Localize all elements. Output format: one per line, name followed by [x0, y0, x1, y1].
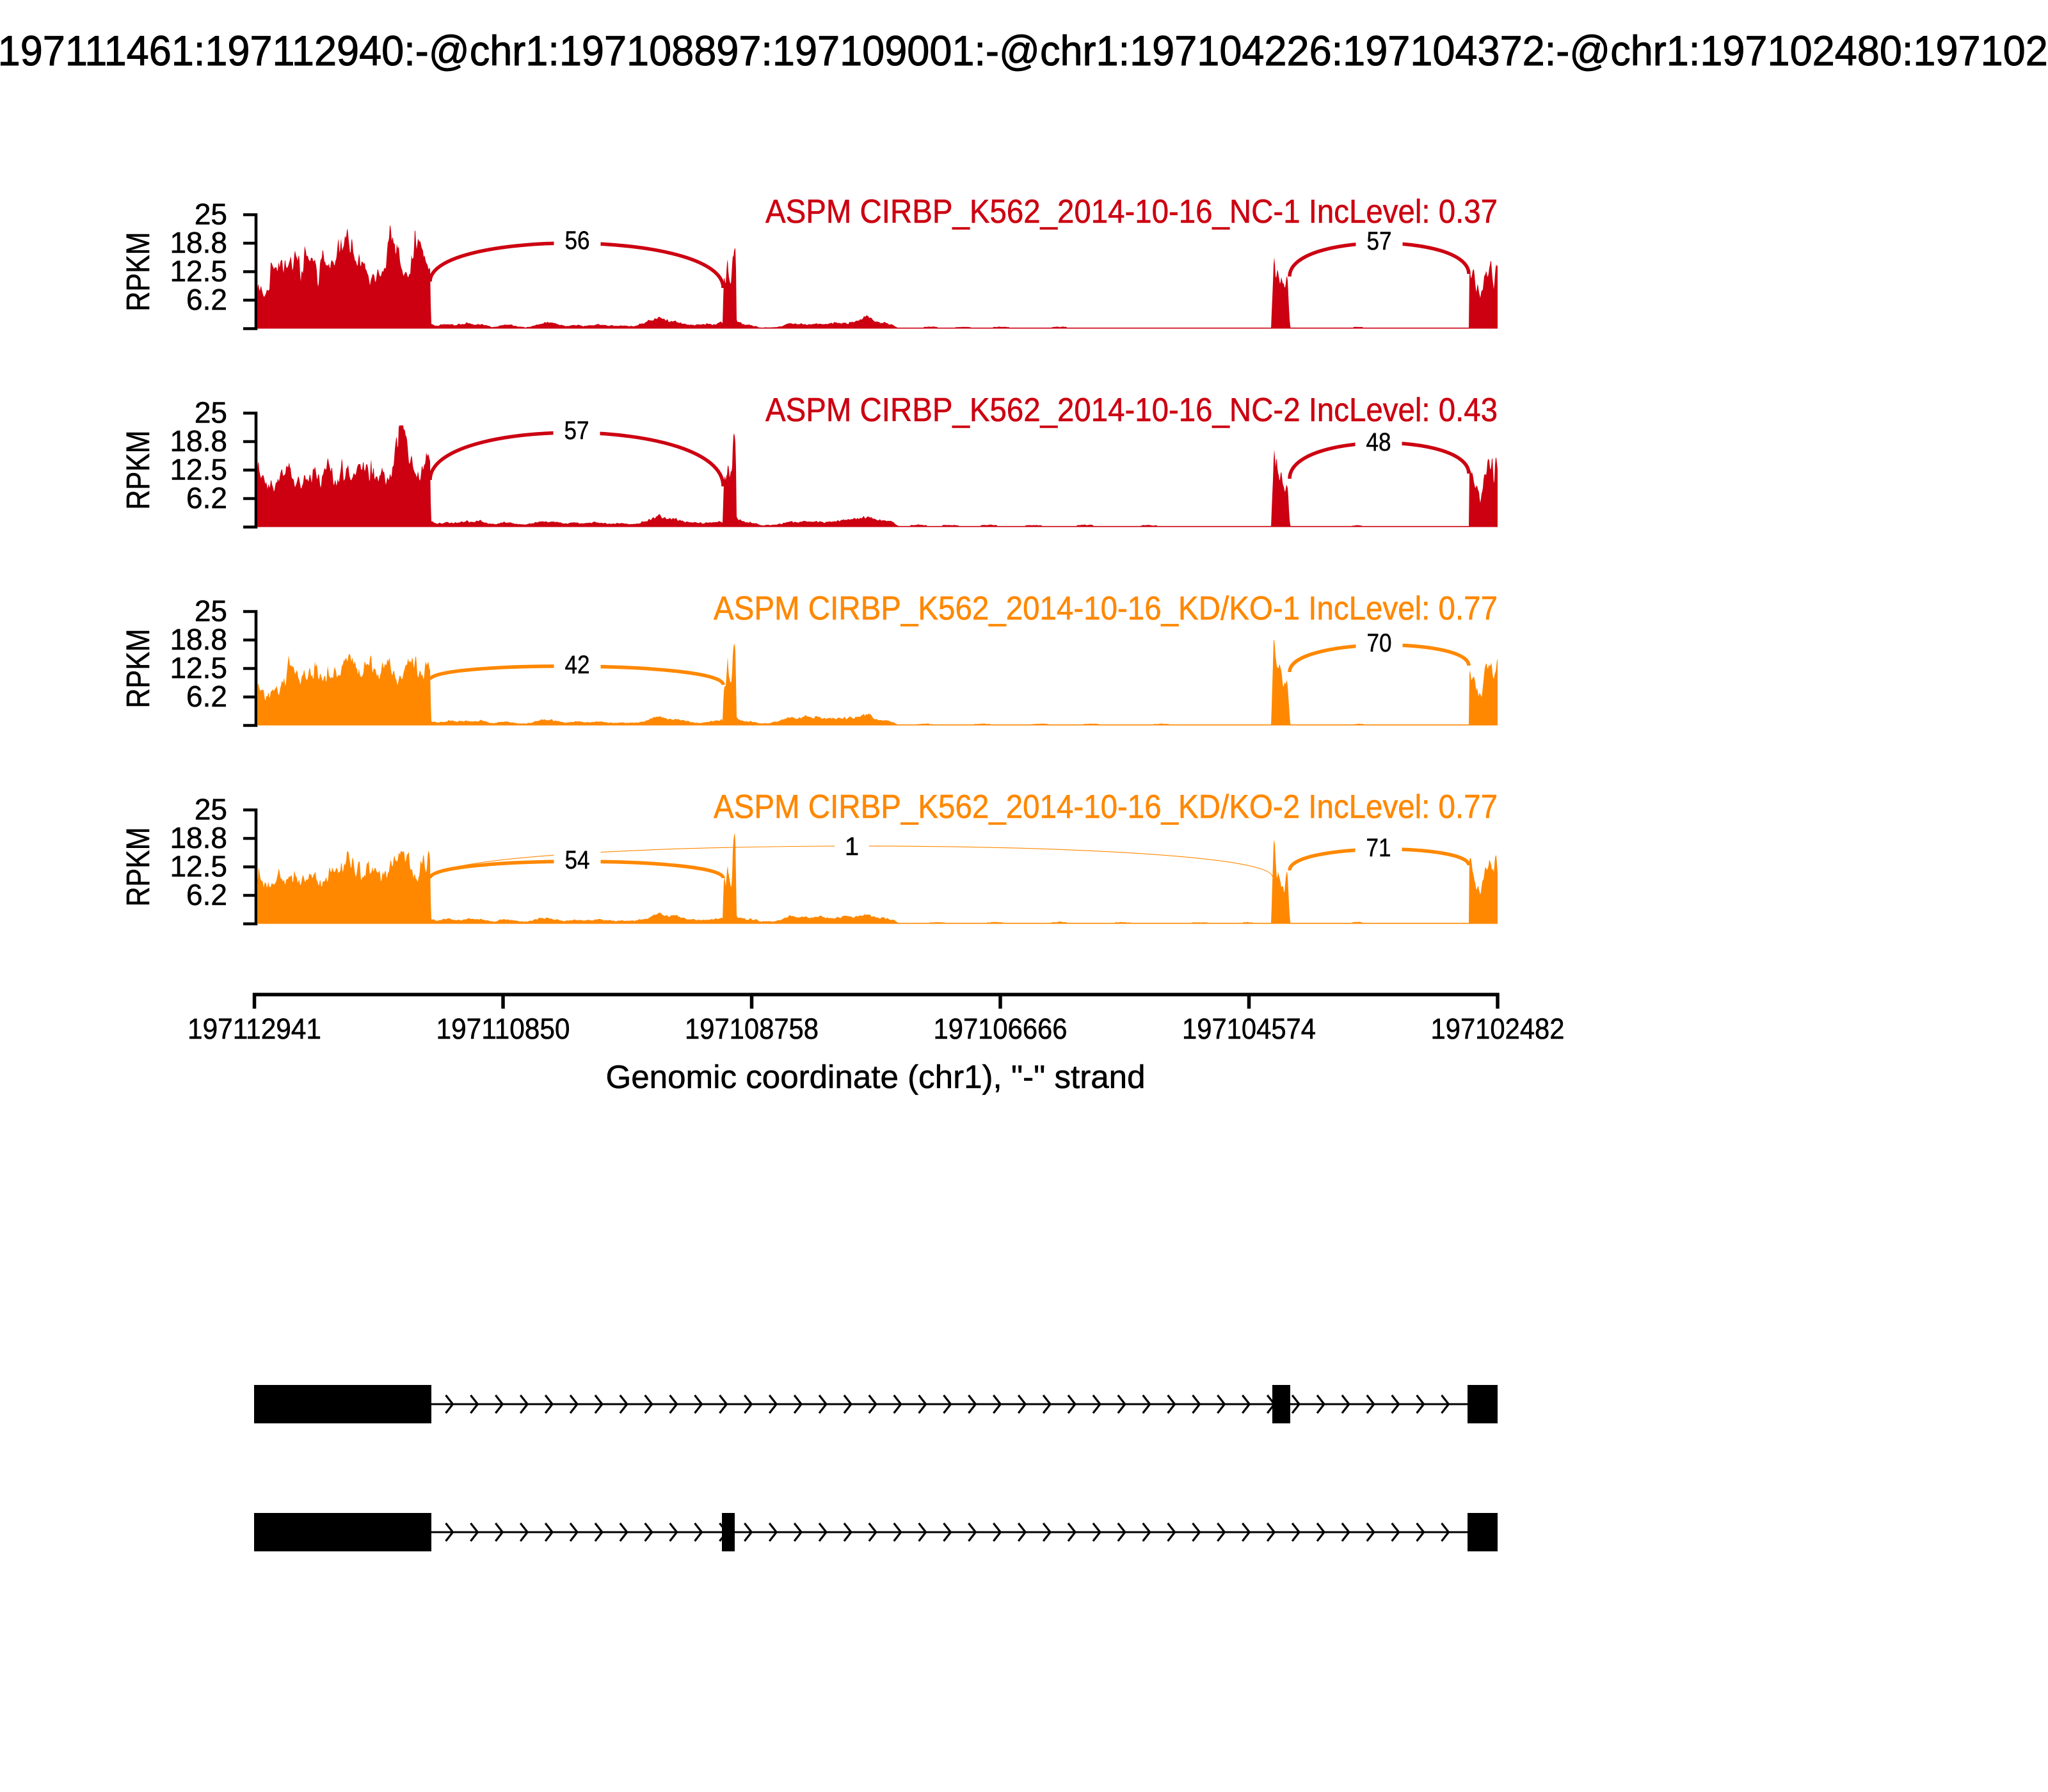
svg-text:25: 25: [195, 198, 227, 231]
svg-text:197104574: 197104574: [1182, 1012, 1316, 1045]
svg-text:6.2: 6.2: [186, 878, 227, 911]
svg-text:197110850: 197110850: [436, 1012, 570, 1045]
svg-text:18.8: 18.8: [170, 424, 227, 458]
svg-text:RPKM: RPKM: [120, 232, 156, 312]
svg-text:56: 56: [565, 227, 590, 255]
svg-text:RPKM: RPKM: [120, 828, 156, 907]
svg-text:1: 1: [845, 833, 859, 861]
svg-text:ASPM CIRBP_K562_2014-10-16_KD/: ASPM CIRBP_K562_2014-10-16_KD/KO-2 IncLe…: [714, 788, 1498, 826]
svg-text:18.8: 18.8: [170, 821, 227, 854]
svg-text:12.5: 12.5: [170, 453, 227, 486]
svg-text:6.2: 6.2: [186, 283, 227, 316]
svg-text:12.5: 12.5: [170, 652, 227, 685]
svg-text:6.2: 6.2: [186, 680, 227, 713]
svg-text:70: 70: [1367, 629, 1392, 657]
svg-text:chr1:197111461:197112940:-@chr: chr1:197111461:197112940:-@chr1:19710889…: [0, 27, 2048, 74]
svg-text:12.5: 12.5: [170, 255, 227, 288]
svg-text:Genomic coordinate (chr1), "-": Genomic coordinate (chr1), "-" strand: [606, 1059, 1146, 1095]
svg-text:25: 25: [195, 396, 227, 429]
svg-text:57: 57: [564, 417, 589, 445]
svg-text:42: 42: [565, 651, 590, 679]
svg-text:ASPM CIRBP_K562_2014-10-16_KD/: ASPM CIRBP_K562_2014-10-16_KD/KO-1 IncLe…: [714, 590, 1498, 627]
svg-text:18.8: 18.8: [170, 226, 227, 259]
svg-text:57: 57: [1367, 227, 1392, 255]
svg-text:197108758: 197108758: [685, 1012, 819, 1045]
svg-text:25: 25: [195, 793, 227, 826]
svg-text:RPKM: RPKM: [120, 629, 156, 708]
svg-text:RPKM: RPKM: [120, 431, 156, 510]
svg-text:197102482: 197102482: [1431, 1012, 1565, 1045]
svg-text:197112941: 197112941: [188, 1012, 321, 1045]
svg-text:197106666: 197106666: [934, 1012, 1068, 1045]
svg-text:18.8: 18.8: [170, 623, 227, 656]
svg-text:12.5: 12.5: [170, 850, 227, 883]
svg-text:ASPM CIRBP_K562_2014-10-16_NC-: ASPM CIRBP_K562_2014-10-16_NC-1 IncLevel…: [765, 193, 1498, 230]
svg-text:71: 71: [1366, 834, 1391, 862]
svg-text:48: 48: [1366, 428, 1391, 456]
svg-text:25: 25: [195, 595, 227, 628]
svg-text:6.2: 6.2: [186, 481, 227, 515]
svg-text:ASPM CIRBP_K562_2014-10-16_NC-: ASPM CIRBP_K562_2014-10-16_NC-2 IncLevel…: [765, 392, 1498, 429]
svg-text:54: 54: [565, 846, 590, 874]
